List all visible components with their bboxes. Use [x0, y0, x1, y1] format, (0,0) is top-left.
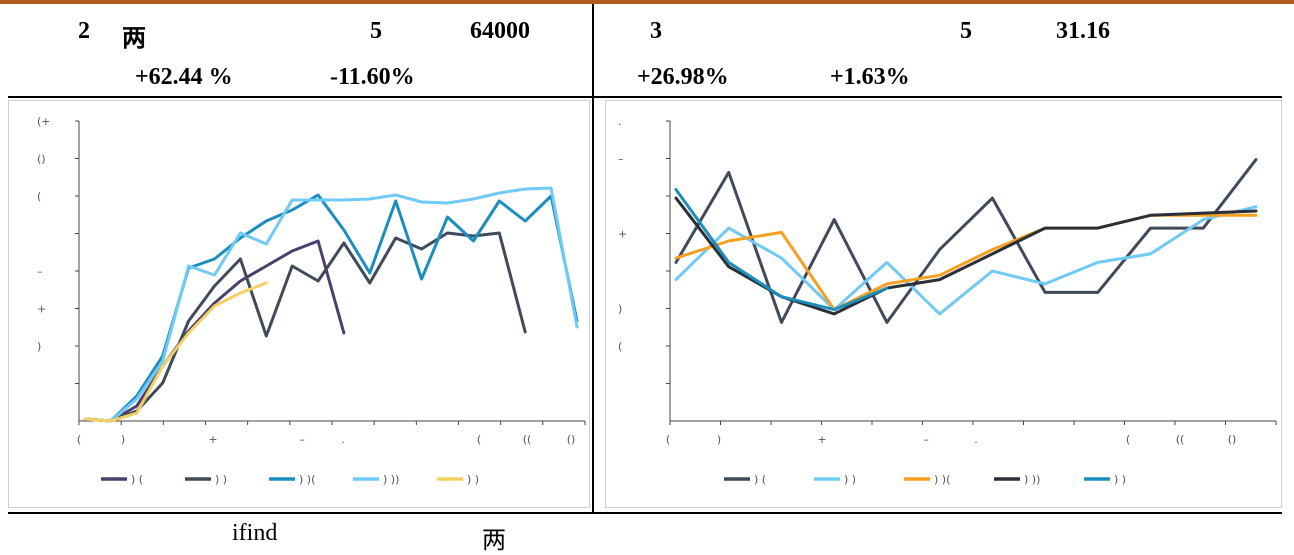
left-source-note: ifind [232, 520, 278, 546]
legend-label-4: ) )) [1024, 473, 1040, 486]
legend-label-4: ) )) [383, 473, 399, 486]
x-tick-label: () [567, 433, 576, 446]
series-line-4 [674, 196, 1258, 316]
right-source-note: 两 [482, 528, 506, 554]
left-header-change-2: -11.60% [330, 64, 415, 90]
y-tick-label: ( [37, 190, 41, 203]
series-line-5 [674, 188, 889, 312]
x-tick-label: ( [1126, 433, 1130, 446]
legend-label-2: ) ) [215, 473, 227, 486]
x-tick-label: () [1228, 433, 1237, 446]
x-tick-label: + [817, 433, 826, 446]
right-header-change-1: +26.98% [637, 64, 729, 90]
x-tick-label: . [974, 433, 978, 446]
legend-label-5: ) ) [1114, 473, 1126, 486]
y-tick-label: – [618, 153, 624, 166]
footer-rule [8, 512, 1282, 514]
x-tick-label: – [923, 433, 929, 446]
x-tick-label: . [341, 433, 345, 446]
series-line-2 [83, 231, 527, 423]
x-tick-label: + [208, 433, 217, 446]
legend-label-1: ) ( [754, 473, 766, 486]
header-bottom-rule [8, 96, 1282, 98]
right-header-num-1: 3 [650, 18, 662, 44]
legend-label-5: ) ) [467, 473, 479, 486]
x-tick-label: ( [477, 433, 481, 446]
x-tick-label: (( [523, 433, 532, 446]
series-line-1 [83, 239, 346, 423]
legend-label-1: ) ( [131, 473, 143, 486]
left-header-num-3: 64000 [470, 18, 530, 44]
y-tick-label: + [618, 228, 627, 241]
series-line-1 [674, 158, 1258, 324]
top-rule [0, 0, 1294, 4]
right-header-num-3: 31.16 [1056, 18, 1110, 44]
x-tick-label: ) [717, 433, 721, 446]
y-tick-label: ) [37, 340, 41, 353]
left-header-num-2: 5 [370, 18, 382, 44]
right-line-chart: .–+)(() + –.(((()) () )) )() ))) ) [618, 115, 1277, 486]
y-tick-label: – [37, 265, 43, 278]
left-header-num-1: 2 [78, 18, 90, 44]
legend-label-2: ) ) [844, 473, 856, 486]
x-tick-label: – [299, 433, 305, 446]
series-line-2 [674, 205, 1258, 316]
y-tick-label: () [37, 153, 46, 166]
left-header-change-1: +62.44 % [135, 64, 233, 90]
x-tick-label: ( [666, 433, 670, 446]
y-tick-label: ( [618, 340, 622, 353]
right-header-change-2: +1.63% [830, 64, 910, 90]
column-divider [592, 4, 594, 514]
y-tick-label: (+ [37, 115, 51, 128]
left-chart-panel: (+()(– +)() + –.(((()) () )) )() ))) ) [8, 100, 590, 508]
x-tick-label: ) [121, 433, 125, 446]
y-tick-label: . [618, 115, 622, 128]
legend-label-3: ) )( [299, 473, 315, 486]
legend-label-3: ) )( [934, 473, 950, 486]
y-tick-label: ) [618, 303, 622, 316]
left-line-chart: (+()(–+)() + –.(((()) () )) )() ))) ) [37, 115, 586, 486]
x-tick-label: (( [1176, 433, 1185, 446]
series-line-4 [83, 186, 579, 423]
right-header-num-2: 5 [960, 18, 972, 44]
series-line-5 [83, 281, 268, 423]
x-tick-label: ( [77, 433, 81, 446]
right-chart-panel: . – +)(() + –.(((()) () )) )() ))) ) [605, 100, 1282, 508]
left-header-name: 两 [122, 26, 146, 52]
y-tick-label: + [37, 303, 46, 316]
